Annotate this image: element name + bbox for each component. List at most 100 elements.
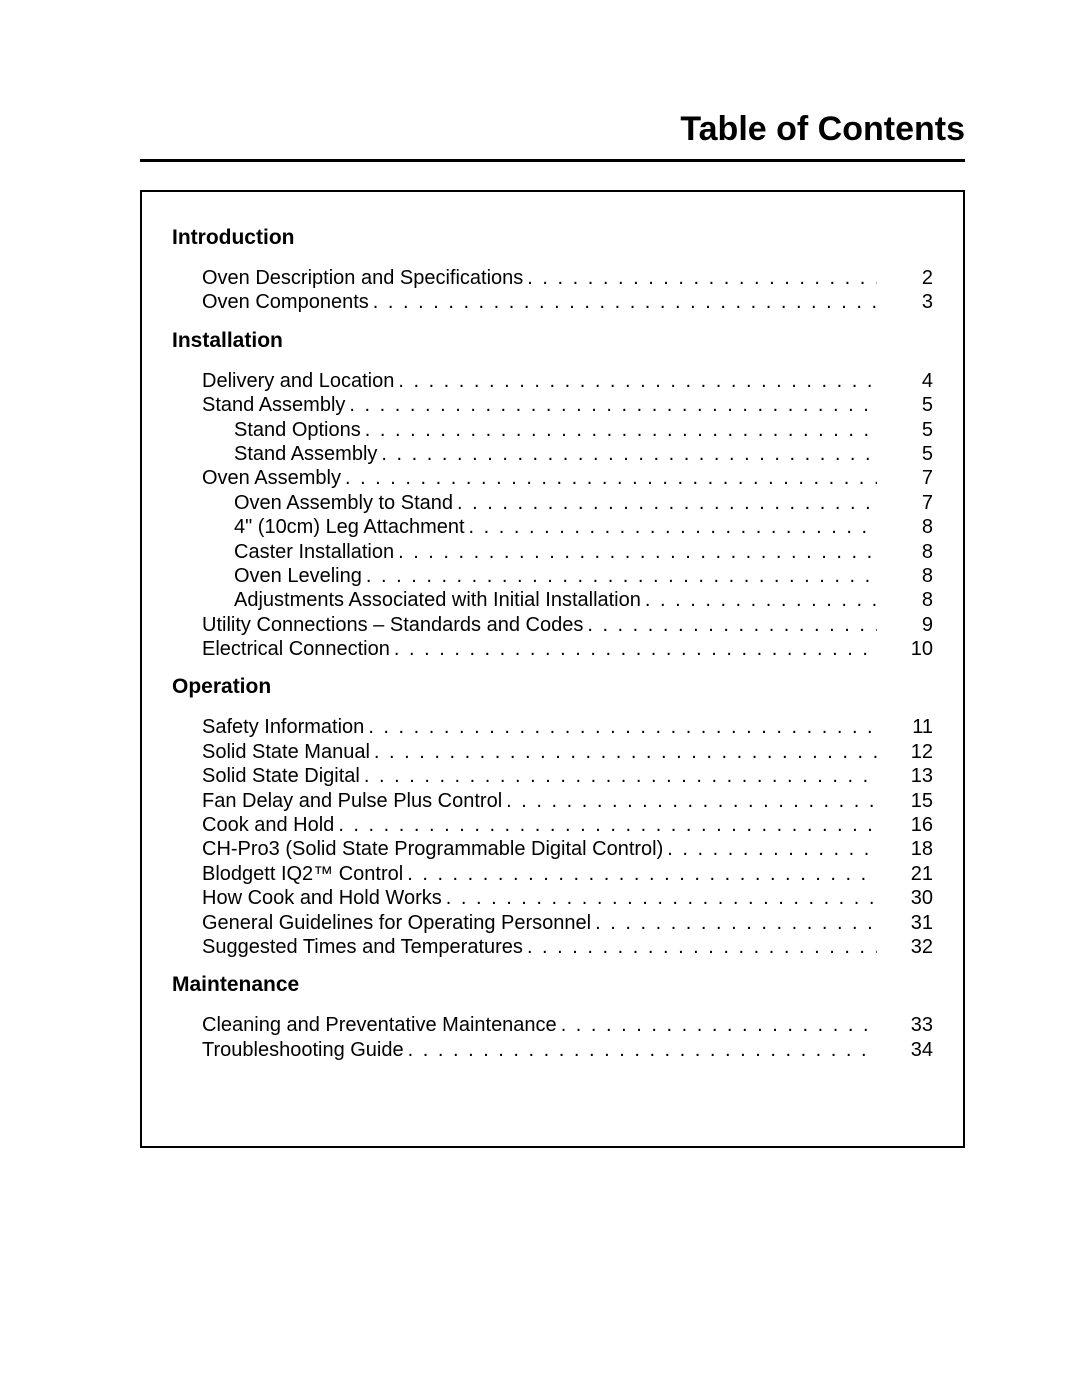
- section-heading: Maintenance: [172, 973, 933, 997]
- toc-entry: Caster Installation. . . . . . . . . . .…: [172, 540, 933, 564]
- page-number: 21: [877, 862, 933, 886]
- leader-dots: . . . . . . . . . . . . . . . . . . . . …: [373, 290, 877, 314]
- leader-dots: . . . . . . . . . . . . . . . . . . . . …: [368, 715, 877, 739]
- page-number: 9: [877, 613, 933, 637]
- page-number: 8: [877, 515, 933, 539]
- entry-label: Safety Information: [202, 715, 368, 739]
- leader-dots: . . . . . . . . . . . . . . . . . . . . …: [457, 491, 877, 515]
- page-number: 18: [877, 837, 933, 861]
- leader-dots: . . . . . . . . . . . . . . . . . . . . …: [527, 266, 877, 290]
- page-number: 8: [877, 588, 933, 612]
- section-heading: Operation: [172, 675, 933, 699]
- toc-entry: Oven Leveling. . . . . . . . . . . . . .…: [172, 564, 933, 588]
- toc-entry: Delivery and Location. . . . . . . . . .…: [172, 369, 933, 393]
- entry-label: Caster Installation: [234, 540, 398, 564]
- page-number: 8: [877, 540, 933, 564]
- page-number: 10: [877, 637, 933, 661]
- toc-entry: Troubleshooting Guide. . . . . . . . . .…: [172, 1038, 933, 1062]
- page-number: 2: [877, 266, 933, 290]
- leader-dots: . . . . . . . . . . . . . . . . . . . . …: [587, 613, 877, 637]
- leader-dots: . . . . . . . . . . . . . . . . . . . . …: [469, 515, 877, 539]
- leader-dots: . . . . . . . . . . . . . . . . . . . . …: [446, 886, 877, 910]
- page-number: 3: [877, 290, 933, 314]
- leader-dots: . . . . . . . . . . . . . . . . . . . . …: [365, 418, 877, 442]
- toc-entry: Cleaning and Preventative Maintenance. .…: [172, 1013, 933, 1037]
- toc-entry: Stand Assembly. . . . . . . . . . . . . …: [172, 442, 933, 466]
- entry-label: Oven Leveling: [234, 564, 366, 588]
- toc-entry: Cook and Hold. . . . . . . . . . . . . .…: [172, 813, 933, 837]
- entry-label: Oven Components: [202, 290, 373, 314]
- section-heading: Installation: [172, 329, 933, 353]
- page-number: 5: [877, 393, 933, 417]
- page-number: 7: [877, 491, 933, 515]
- toc-entry: Suggested Times and Temperatures. . . . …: [172, 935, 933, 959]
- title-rule: [140, 159, 965, 162]
- page-number: 7: [877, 466, 933, 490]
- leader-dots: . . . . . . . . . . . . . . . . . . . . …: [338, 813, 877, 837]
- leader-dots: . . . . . . . . . . . . . . . . . . . . …: [398, 369, 877, 393]
- entry-label: Oven Assembly: [202, 466, 345, 490]
- toc-entry: How Cook and Hold Works. . . . . . . . .…: [172, 886, 933, 910]
- leader-dots: . . . . . . . . . . . . . . . . . . . . …: [366, 564, 877, 588]
- page-number: 4: [877, 369, 933, 393]
- leader-dots: . . . . . . . . . . . . . . . . . . . . …: [349, 393, 877, 417]
- toc-entry: Stand Options. . . . . . . . . . . . . .…: [172, 418, 933, 442]
- toc-entry: Adjustments Associated with Initial Inst…: [172, 588, 933, 612]
- leader-dots: . . . . . . . . . . . . . . . . . . . . …: [527, 935, 877, 959]
- entries-block: Delivery and Location. . . . . . . . . .…: [172, 369, 933, 662]
- toc-entry: Stand Assembly. . . . . . . . . . . . . …: [172, 393, 933, 417]
- entry-label: Adjustments Associated with Initial Inst…: [234, 588, 645, 612]
- page-number: 5: [877, 442, 933, 466]
- entry-label: General Guidelines for Operating Personn…: [202, 911, 595, 935]
- leader-dots: . . . . . . . . . . . . . . . . . . . . …: [561, 1013, 877, 1037]
- entry-label: Oven Description and Specifications: [202, 266, 527, 290]
- leader-dots: . . . . . . . . . . . . . . . . . . . . …: [667, 837, 877, 861]
- entries-block: Oven Description and Specifications. . .…: [172, 266, 933, 315]
- page: Table of Contents Introduction Oven Descr…: [0, 0, 1080, 1397]
- leader-dots: . . . . . . . . . . . . . . . . . . . . …: [374, 740, 877, 764]
- entry-label: Oven Assembly to Stand: [234, 491, 457, 515]
- page-number: 31: [877, 911, 933, 935]
- leader-dots: . . . . . . . . . . . . . . . . . . . . …: [398, 540, 877, 564]
- entry-label: Utility Connections – Standards and Code…: [202, 613, 587, 637]
- page-number: 34: [877, 1038, 933, 1062]
- toc-entry: Fan Delay and Pulse Plus Control. . . . …: [172, 789, 933, 813]
- toc-entry: Oven Components. . . . . . . . . . . . .…: [172, 290, 933, 314]
- leader-dots: . . . . . . . . . . . . . . . . . . . . …: [408, 1038, 877, 1062]
- entry-label: Stand Options: [234, 418, 365, 442]
- leader-dots: . . . . . . . . . . . . . . . . . . . . …: [364, 764, 877, 788]
- leader-dots: . . . . . . . . . . . . . . . . . . . . …: [381, 442, 877, 466]
- section-heading: Introduction: [172, 226, 933, 250]
- entry-label: Solid State Digital: [202, 764, 364, 788]
- page-number: 13: [877, 764, 933, 788]
- page-number: 5: [877, 418, 933, 442]
- toc-entry: Solid State Digital. . . . . . . . . . .…: [172, 764, 933, 788]
- toc-box: Introduction Oven Description and Specifi…: [140, 190, 965, 1148]
- leader-dots: . . . . . . . . . . . . . . . . . . . . …: [506, 789, 877, 813]
- page-number: 16: [877, 813, 933, 837]
- leader-dots: . . . . . . . . . . . . . . . . . . . . …: [345, 466, 877, 490]
- page-number: 32: [877, 935, 933, 959]
- page-title: Table of Contents: [140, 110, 965, 149]
- page-number: 11: [877, 715, 933, 739]
- toc-entry: Safety Information. . . . . . . . . . . …: [172, 715, 933, 739]
- toc-entry: Utility Connections – Standards and Code…: [172, 613, 933, 637]
- page-number: 30: [877, 886, 933, 910]
- leader-dots: . . . . . . . . . . . . . . . . . . . . …: [407, 862, 877, 886]
- toc-entry: CH-Pro3 (Solid State Programmable Digita…: [172, 837, 933, 861]
- toc-entry: Solid State Manual. . . . . . . . . . . …: [172, 740, 933, 764]
- entry-label: Stand Assembly: [234, 442, 381, 466]
- entry-label: Cleaning and Preventative Maintenance: [202, 1013, 561, 1037]
- page-number: 12: [877, 740, 933, 764]
- page-number: 8: [877, 564, 933, 588]
- toc-entry: 4" (10cm) Leg Attachment. . . . . . . . …: [172, 515, 933, 539]
- toc-entry: Oven Assembly to Stand. . . . . . . . . …: [172, 491, 933, 515]
- toc-entry: Oven Assembly. . . . . . . . . . . . . .…: [172, 466, 933, 490]
- entry-label: Electrical Connection: [202, 637, 394, 661]
- toc-entry: Oven Description and Specifications. . .…: [172, 266, 933, 290]
- page-number: 33: [877, 1013, 933, 1037]
- entry-label: Blodgett IQ2™ Control: [202, 862, 407, 886]
- leader-dots: . . . . . . . . . . . . . . . . . . . . …: [645, 588, 877, 612]
- entries-block: Safety Information. . . . . . . . . . . …: [172, 715, 933, 959]
- leader-dots: . . . . . . . . . . . . . . . . . . . . …: [595, 911, 877, 935]
